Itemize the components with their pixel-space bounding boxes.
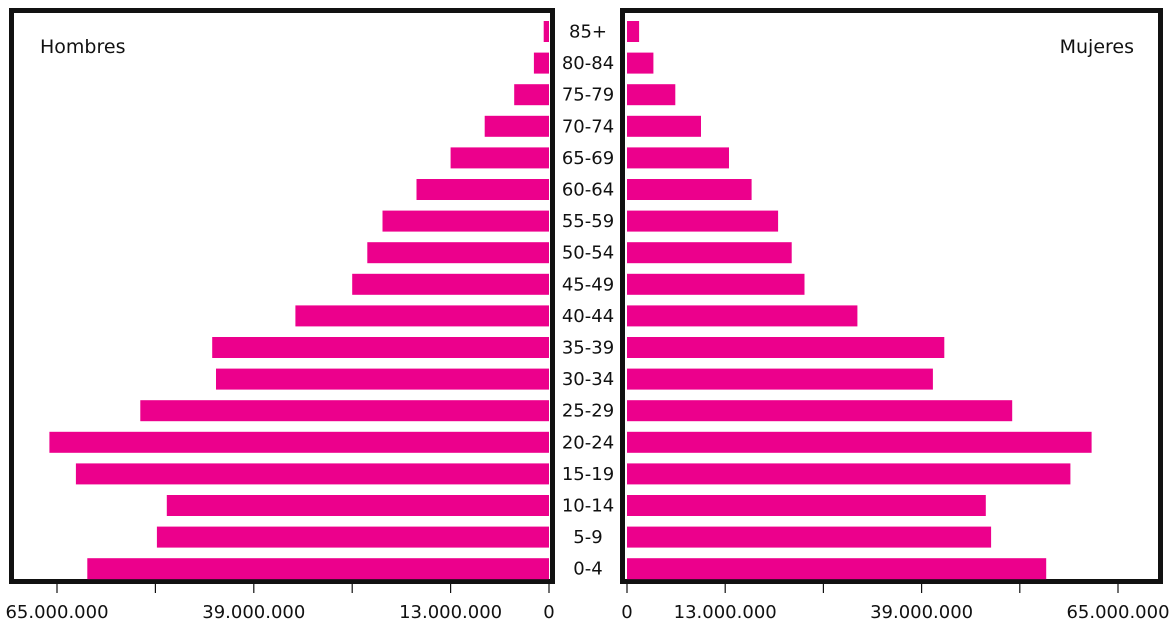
bar-mujeres-30-34 [627, 368, 933, 390]
bar-hombres-55-59 [382, 210, 549, 232]
bar-hombres-0-4 [87, 558, 550, 580]
category-label-10-14: 10-14 [562, 496, 614, 517]
age-group-labels: 85+ 80-84 75-79 70-74 65-69 60-64 55-59 50-54 45… [562, 22, 614, 580]
bar-hombres-80-84 [533, 52, 549, 74]
bar-hombres-50-54 [367, 242, 549, 264]
tick-label-left: 13.000.000 [399, 602, 502, 623]
tick-label-right: 0 [621, 602, 632, 623]
bar-hombres-10-14 [166, 495, 550, 516]
category-label-25-29: 25-29 [562, 401, 614, 422]
bar-hombres-5-9 [156, 526, 549, 548]
category-label-5-9: 5-9 [573, 527, 602, 548]
bar-mujeres-60-64 [627, 179, 752, 200]
legend-hombres: Hombres [40, 36, 125, 58]
bar-mujeres-0-4 [627, 558, 1047, 580]
category-label-45-49: 45-49 [562, 274, 614, 295]
bar-hombres-15-19 [75, 463, 550, 485]
right-panel-frame [620, 8, 1163, 584]
bar-mujeres-80-84 [627, 52, 654, 74]
male-bars [49, 21, 550, 580]
category-label-60-64: 60-64 [562, 180, 614, 201]
bar-hombres-75-79 [514, 84, 549, 106]
tick-label-left: 39.000.000 [202, 602, 305, 623]
category-label-65-69: 65-69 [562, 148, 614, 169]
category-label-0-4: 0-4 [573, 559, 602, 580]
category-label-55-59: 55-59 [562, 211, 614, 232]
bar-mujeres-40-44 [627, 305, 858, 327]
category-label-80-84: 80-84 [562, 53, 614, 74]
category-label-85plus: 85+ [569, 22, 607, 43]
axis-ticks: 65.000.000 39.000.000 13.000.000 0 0 13.000.0… [5, 584, 1170, 623]
bar-mujeres-45-49 [627, 273, 805, 295]
bar-mujeres-85plus [627, 21, 640, 42]
category-label-50-54: 50-54 [562, 243, 614, 264]
bar-hombres-35-39 [212, 337, 549, 358]
bar-mujeres-15-19 [627, 463, 1071, 485]
category-label-70-74: 70-74 [562, 116, 614, 137]
category-label-15-19: 15-19 [562, 464, 614, 485]
category-label-40-44: 40-44 [562, 306, 614, 327]
bar-hombres-60-64 [416, 179, 549, 200]
tick-label-right: 65.000.000 [1066, 602, 1169, 623]
bar-mujeres-35-39 [627, 337, 945, 358]
tick-label-right: 13.000.000 [674, 602, 777, 623]
tick-label-left: 0 [543, 602, 554, 623]
tick-label-right: 39.000.000 [870, 602, 973, 623]
female-bars [627, 21, 1092, 580]
bar-hombres-40-44 [295, 305, 549, 327]
bar-hombres-85plus [543, 21, 549, 42]
bar-mujeres-70-74 [627, 115, 701, 137]
bar-mujeres-10-14 [627, 495, 986, 516]
bar-hombres-25-29 [140, 400, 550, 422]
tick-label-left: 65.000.000 [5, 602, 108, 623]
bar-mujeres-20-24 [627, 431, 1092, 453]
category-label-20-24: 20-24 [562, 432, 614, 453]
bar-mujeres-55-59 [627, 210, 779, 232]
bar-mujeres-25-29 [627, 400, 1013, 422]
bar-hombres-20-24 [49, 431, 550, 453]
category-label-75-79: 75-79 [562, 85, 614, 106]
left-panel-frame [9, 8, 555, 584]
bar-mujeres-65-69 [627, 147, 729, 169]
legend-mujeres: Mujeres [1060, 36, 1134, 58]
bar-hombres-30-34 [216, 368, 549, 390]
bar-mujeres-50-54 [627, 242, 792, 264]
bar-hombres-45-49 [352, 273, 549, 295]
bar-mujeres-5-9 [627, 526, 992, 548]
bar-hombres-70-74 [484, 115, 549, 137]
bar-mujeres-75-79 [627, 84, 676, 106]
category-label-30-34: 30-34 [562, 369, 614, 390]
category-label-35-39: 35-39 [562, 338, 614, 359]
bar-hombres-65-69 [450, 147, 549, 169]
